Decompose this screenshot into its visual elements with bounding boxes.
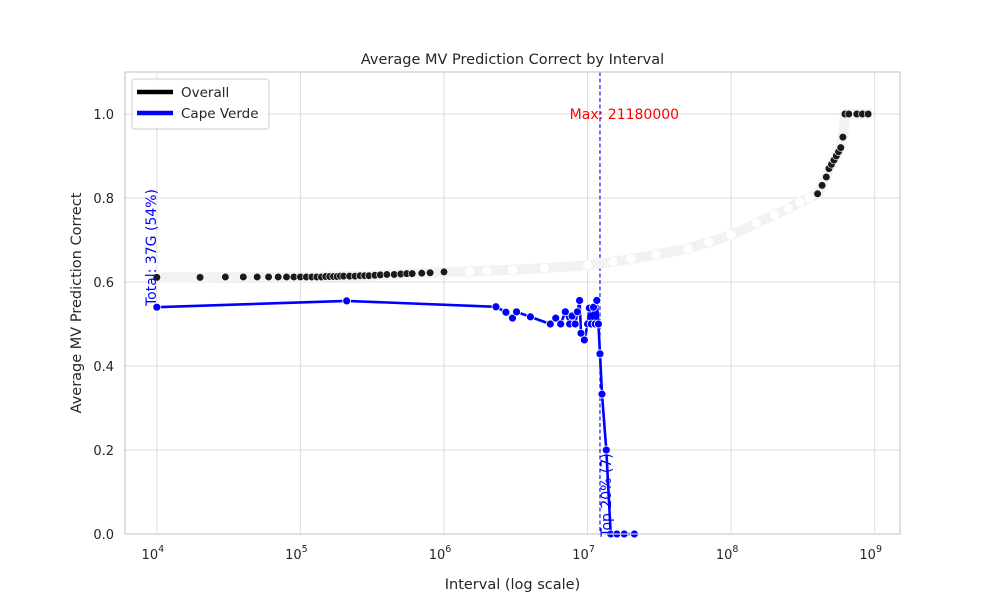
point-cape-verde <box>560 307 570 317</box>
point-cape-verde <box>592 296 602 305</box>
point-overall <box>417 269 426 278</box>
point-cape-verde <box>152 302 162 312</box>
point-overall <box>253 272 262 282</box>
point-overall <box>539 262 550 274</box>
y-tick-label: 0.8 <box>93 192 114 207</box>
point-overall <box>481 265 493 276</box>
point-overall <box>703 236 715 248</box>
x-tick-label: 106 <box>429 544 452 563</box>
point-overall <box>274 272 283 282</box>
max-annotation: Max: 21180000 <box>570 107 679 123</box>
top-20-annotation: Top 20% (7) <box>599 453 615 537</box>
point-cape-verde <box>551 313 561 323</box>
tick-labels: 104 105 106 107 108 109 0.0 0.2 0.4 0.6 0.8 1.0 <box>93 108 882 563</box>
point-cape-verde <box>501 307 511 317</box>
point-overall <box>195 273 205 282</box>
y-tick-label: 0.6 <box>93 276 114 291</box>
x-axis-label: Interval (log scale) <box>445 577 581 593</box>
point-overall <box>507 264 518 276</box>
legend-label-overall: Overall <box>181 85 229 101</box>
point-cape-verde <box>575 296 585 305</box>
point-cape-verde <box>545 319 555 329</box>
point-overall <box>822 172 831 182</box>
point-cape-verde <box>508 313 517 323</box>
point-overall <box>425 268 435 277</box>
point-overall <box>382 270 391 279</box>
total-annotation: Total: 37G (54%) <box>144 189 160 307</box>
point-overall <box>817 181 827 190</box>
point-cape-verde <box>512 307 521 317</box>
y-axis-label: Average MV Prediction Correct <box>69 192 85 413</box>
x-tick-label: 108 <box>716 544 739 563</box>
y-tick-label: 1.0 <box>93 108 114 123</box>
point-overall <box>836 143 845 152</box>
point-overall <box>682 243 694 254</box>
point-overall <box>264 272 273 282</box>
point-cape-verde <box>342 296 352 306</box>
chart-title: Average MV Prediction Correct by Interva… <box>361 52 664 68</box>
x-tick-label: 107 <box>572 544 595 563</box>
point-overall <box>794 196 805 208</box>
point-cape-verde <box>594 319 603 329</box>
point-cape-verde <box>573 307 582 317</box>
point-cape-verde <box>570 319 580 329</box>
point-overall <box>625 253 637 265</box>
point-overall <box>803 192 815 204</box>
x-tick-label: 104 <box>142 544 165 563</box>
point-overall <box>239 272 248 282</box>
y-tick-label: 0.0 <box>93 528 114 543</box>
point-overall <box>221 272 230 282</box>
y-tick-label: 0.4 <box>93 360 114 375</box>
point-cape-verde <box>491 302 501 312</box>
point-overall <box>844 109 853 119</box>
legend: Overall Cape Verde <box>131 78 270 130</box>
point-cape-verde <box>601 445 611 455</box>
point-overall <box>282 272 291 282</box>
point-overall <box>439 267 449 277</box>
point-overall <box>838 133 847 142</box>
point-overall <box>463 266 475 277</box>
point-overall <box>408 269 417 278</box>
series-overall <box>151 109 874 283</box>
annotations: Max: 21180000 Total: 37G (54%) Top 20% (7) <box>144 107 679 538</box>
x-tick-label: 105 <box>285 544 308 563</box>
point-cape-verde <box>595 349 605 359</box>
point-overall <box>607 256 619 268</box>
point-overall <box>650 249 662 260</box>
legend-label-cape-verde: Cape Verde <box>181 106 259 122</box>
point-cape-verde <box>556 319 566 329</box>
point-overall <box>725 229 737 241</box>
point-overall <box>813 189 822 198</box>
point-cape-verde <box>597 389 607 399</box>
point-overall <box>769 209 780 221</box>
point-cape-verde <box>579 335 589 345</box>
axes-frame <box>124 71 901 535</box>
point-cape-verde <box>526 312 535 322</box>
point-overall <box>582 259 593 271</box>
x-tick-label: 109 <box>859 544 882 563</box>
point-overall <box>152 273 161 282</box>
series-layer <box>151 109 874 539</box>
y-tick-label: 0.2 <box>93 444 114 459</box>
point-overall <box>864 109 873 119</box>
point-overall <box>782 203 794 214</box>
point-overall <box>751 217 762 229</box>
